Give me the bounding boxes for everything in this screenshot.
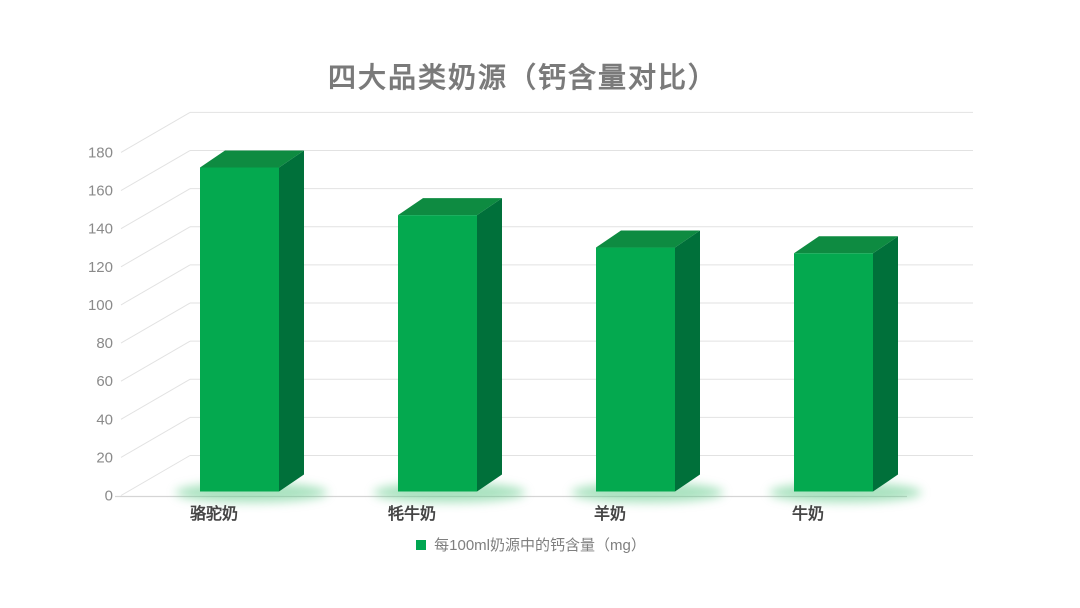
bar-front-face — [398, 215, 477, 492]
legend: 每100ml奶源中的钙含量（mg） — [0, 534, 1062, 555]
x-axis-category-label: 牦牛奶 — [388, 504, 436, 523]
gridline-depth-tick — [120, 226, 191, 268]
y-axis-tick-label: 100 — [88, 297, 113, 314]
legend-label: 每100ml奶源中的钙含量（mg） — [434, 537, 646, 554]
gridline-depth-tick — [120, 455, 191, 496]
bar-top-face — [794, 236, 898, 254]
gridline-depth-tick — [120, 188, 191, 230]
y-axis-tick-label: 180 — [88, 144, 113, 161]
y-axis-tick-label: 140 — [88, 221, 113, 238]
gridline-depth-tick — [120, 340, 191, 382]
bar-front-face — [794, 253, 873, 492]
y-axis-tick-label: 20 — [96, 449, 113, 466]
x-axis-category-label: 骆驼奶 — [190, 504, 238, 523]
bar-side-face — [279, 150, 304, 492]
bar-front-face — [596, 247, 675, 492]
chart-title: 四大品类奶源（钙含量对比） — [327, 62, 718, 93]
y-axis-tick-label: 0 — [105, 488, 113, 505]
gridline-depth-tick — [120, 378, 191, 420]
gridline-depth-tick — [120, 302, 191, 344]
bar-top-face — [398, 198, 502, 216]
bar-side-face — [477, 198, 502, 492]
y-axis-tick-label: 120 — [88, 259, 113, 276]
x-axis-category-label: 羊奶 — [594, 504, 626, 523]
bar-side-face — [675, 230, 700, 492]
gridline-depth-tick — [120, 111, 191, 153]
bar-top-face — [200, 150, 304, 168]
bar-front-face — [200, 167, 279, 492]
x-axis-category-label: 牛奶 — [792, 504, 824, 523]
y-axis-tick-label: 80 — [96, 335, 113, 352]
gridline-depth-tick — [120, 264, 191, 306]
bar-side-face — [873, 236, 898, 492]
gridline-depth-tick — [120, 416, 191, 458]
legend-marker-icon — [416, 539, 427, 550]
gridline-depth-tick — [120, 150, 191, 191]
y-axis-tick-label: 160 — [88, 183, 113, 200]
y-axis-tick-label: 40 — [96, 411, 113, 428]
bar-top-face — [596, 230, 700, 248]
y-axis-tick-label: 60 — [96, 373, 113, 390]
